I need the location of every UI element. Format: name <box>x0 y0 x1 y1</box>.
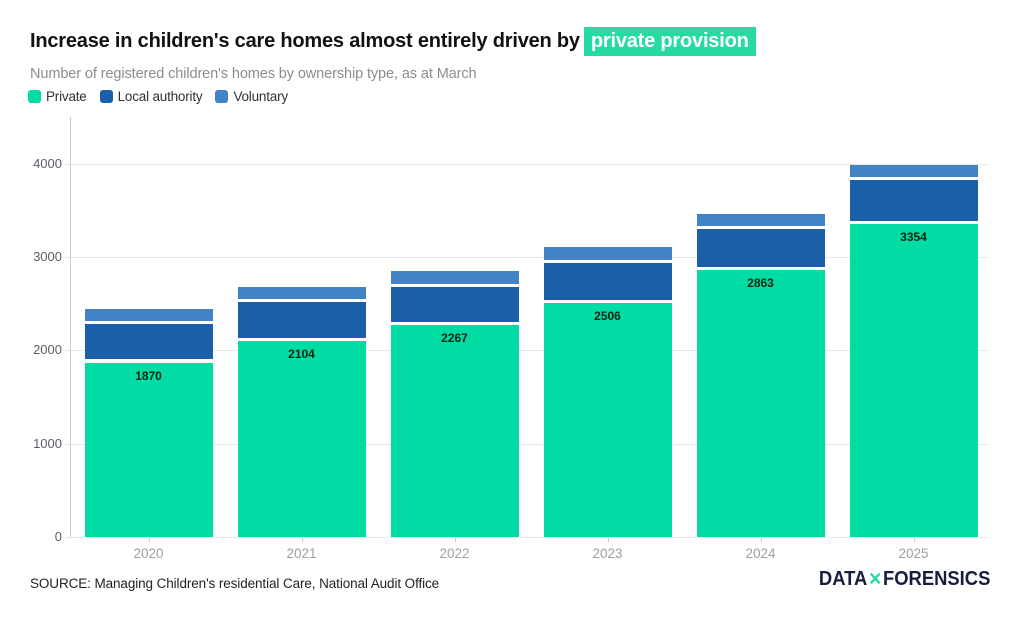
x-axis-label-2020: 2020 <box>133 546 164 561</box>
bar-segment-voluntary-2022 <box>390 271 519 287</box>
chart-title-highlight: private provision <box>583 27 756 56</box>
bar-value-label-2025: 3354 <box>900 230 927 244</box>
gridline-y-0 <box>64 537 990 538</box>
bar-segment-local-authority-2020 <box>84 324 213 363</box>
x-axis-tick <box>913 537 915 542</box>
bar-value-label-2020: 1870 <box>135 368 162 383</box>
bar-segment-private-2021 <box>237 340 366 537</box>
x-axis-tick <box>760 537 762 542</box>
y-axis-tick-label: 0 <box>54 529 62 544</box>
legend-item-private: Private <box>28 89 87 104</box>
logo-text-data: DATA <box>818 568 867 590</box>
x-axis-label-2025: 2025 <box>898 546 929 561</box>
y-axis-tick-label: 1000 <box>33 435 62 451</box>
bar-segment-private-2020 <box>84 362 213 537</box>
x-axis-label-2024: 2024 <box>745 546 776 561</box>
gridline-y-1000 <box>64 443 990 445</box>
bar-segment-local-authority-2023 <box>543 263 672 304</box>
legend-label: Voluntary <box>233 89 288 104</box>
bar-segment-local-authority-2022 <box>390 286 519 326</box>
legend-swatch-icon <box>28 90 41 103</box>
logo-text-forensics: FORENSICS <box>882 568 990 590</box>
bar-segment-private-2025 <box>849 224 978 537</box>
bar-segment-voluntary-2021 <box>237 286 366 303</box>
gridline-y-4000 <box>64 163 990 165</box>
bar-segment-voluntary-2023 <box>543 247 672 263</box>
legend-item-local-authority: Local authority <box>99 89 203 104</box>
bar-value-label-2022: 2267 <box>441 331 468 346</box>
bar-segment-private-2022 <box>390 325 519 537</box>
chart-legend: Private Local authority Voluntary <box>28 89 288 104</box>
chart-subtitle: Number of registered children's homes by… <box>30 66 477 82</box>
legend-swatch-icon <box>215 90 229 103</box>
x-axis-label-2022: 2022 <box>439 546 470 561</box>
legend-label: Private <box>46 89 87 104</box>
gridline-y-3000 <box>64 257 990 258</box>
gridline-y-2000 <box>64 350 990 352</box>
bar-segment-voluntary-2025 <box>849 164 978 181</box>
x-axis-tick <box>607 537 609 542</box>
logo-x-icon: ✕ <box>867 569 882 589</box>
y-axis-tick-label: 2000 <box>33 342 62 358</box>
bar-value-label-2021: 2104 <box>288 346 315 361</box>
x-axis-label-2023: 2023 <box>592 546 623 561</box>
brand-logo: DATA✕FORENSICS <box>819 568 990 591</box>
bar-segment-voluntary-2024 <box>696 213 825 230</box>
y-axis-tick-label: 3000 <box>33 249 62 264</box>
bar-value-label-2023: 2506 <box>594 309 621 324</box>
x-axis-tick <box>454 537 456 542</box>
y-axis-line <box>70 117 71 537</box>
x-axis-tick <box>148 537 150 542</box>
legend-label: Local authority <box>117 89 203 104</box>
source-note: SOURCE: Managing Children's residential … <box>30 576 440 591</box>
chart-title: Increase in children's care homes almost… <box>30 27 756 56</box>
legend-swatch-icon <box>99 90 113 103</box>
bar-segment-private-2023 <box>543 303 672 537</box>
x-axis-label-2021: 2021 <box>286 546 317 561</box>
bar-segment-voluntary-2020 <box>84 309 213 325</box>
legend-item-voluntary: Voluntary <box>215 89 288 104</box>
chart-title-plain: Increase in children's care homes almost… <box>30 30 580 52</box>
y-axis-tick-label: 4000 <box>33 155 62 171</box>
bar-segment-local-authority-2025 <box>849 180 978 224</box>
bar-value-label-2024: 2863 <box>747 275 774 290</box>
bar-segment-private-2024 <box>696 269 825 537</box>
bar-segment-local-authority-2024 <box>696 229 825 270</box>
bar-segment-local-authority-2021 <box>237 302 366 341</box>
x-axis-tick <box>301 537 303 542</box>
